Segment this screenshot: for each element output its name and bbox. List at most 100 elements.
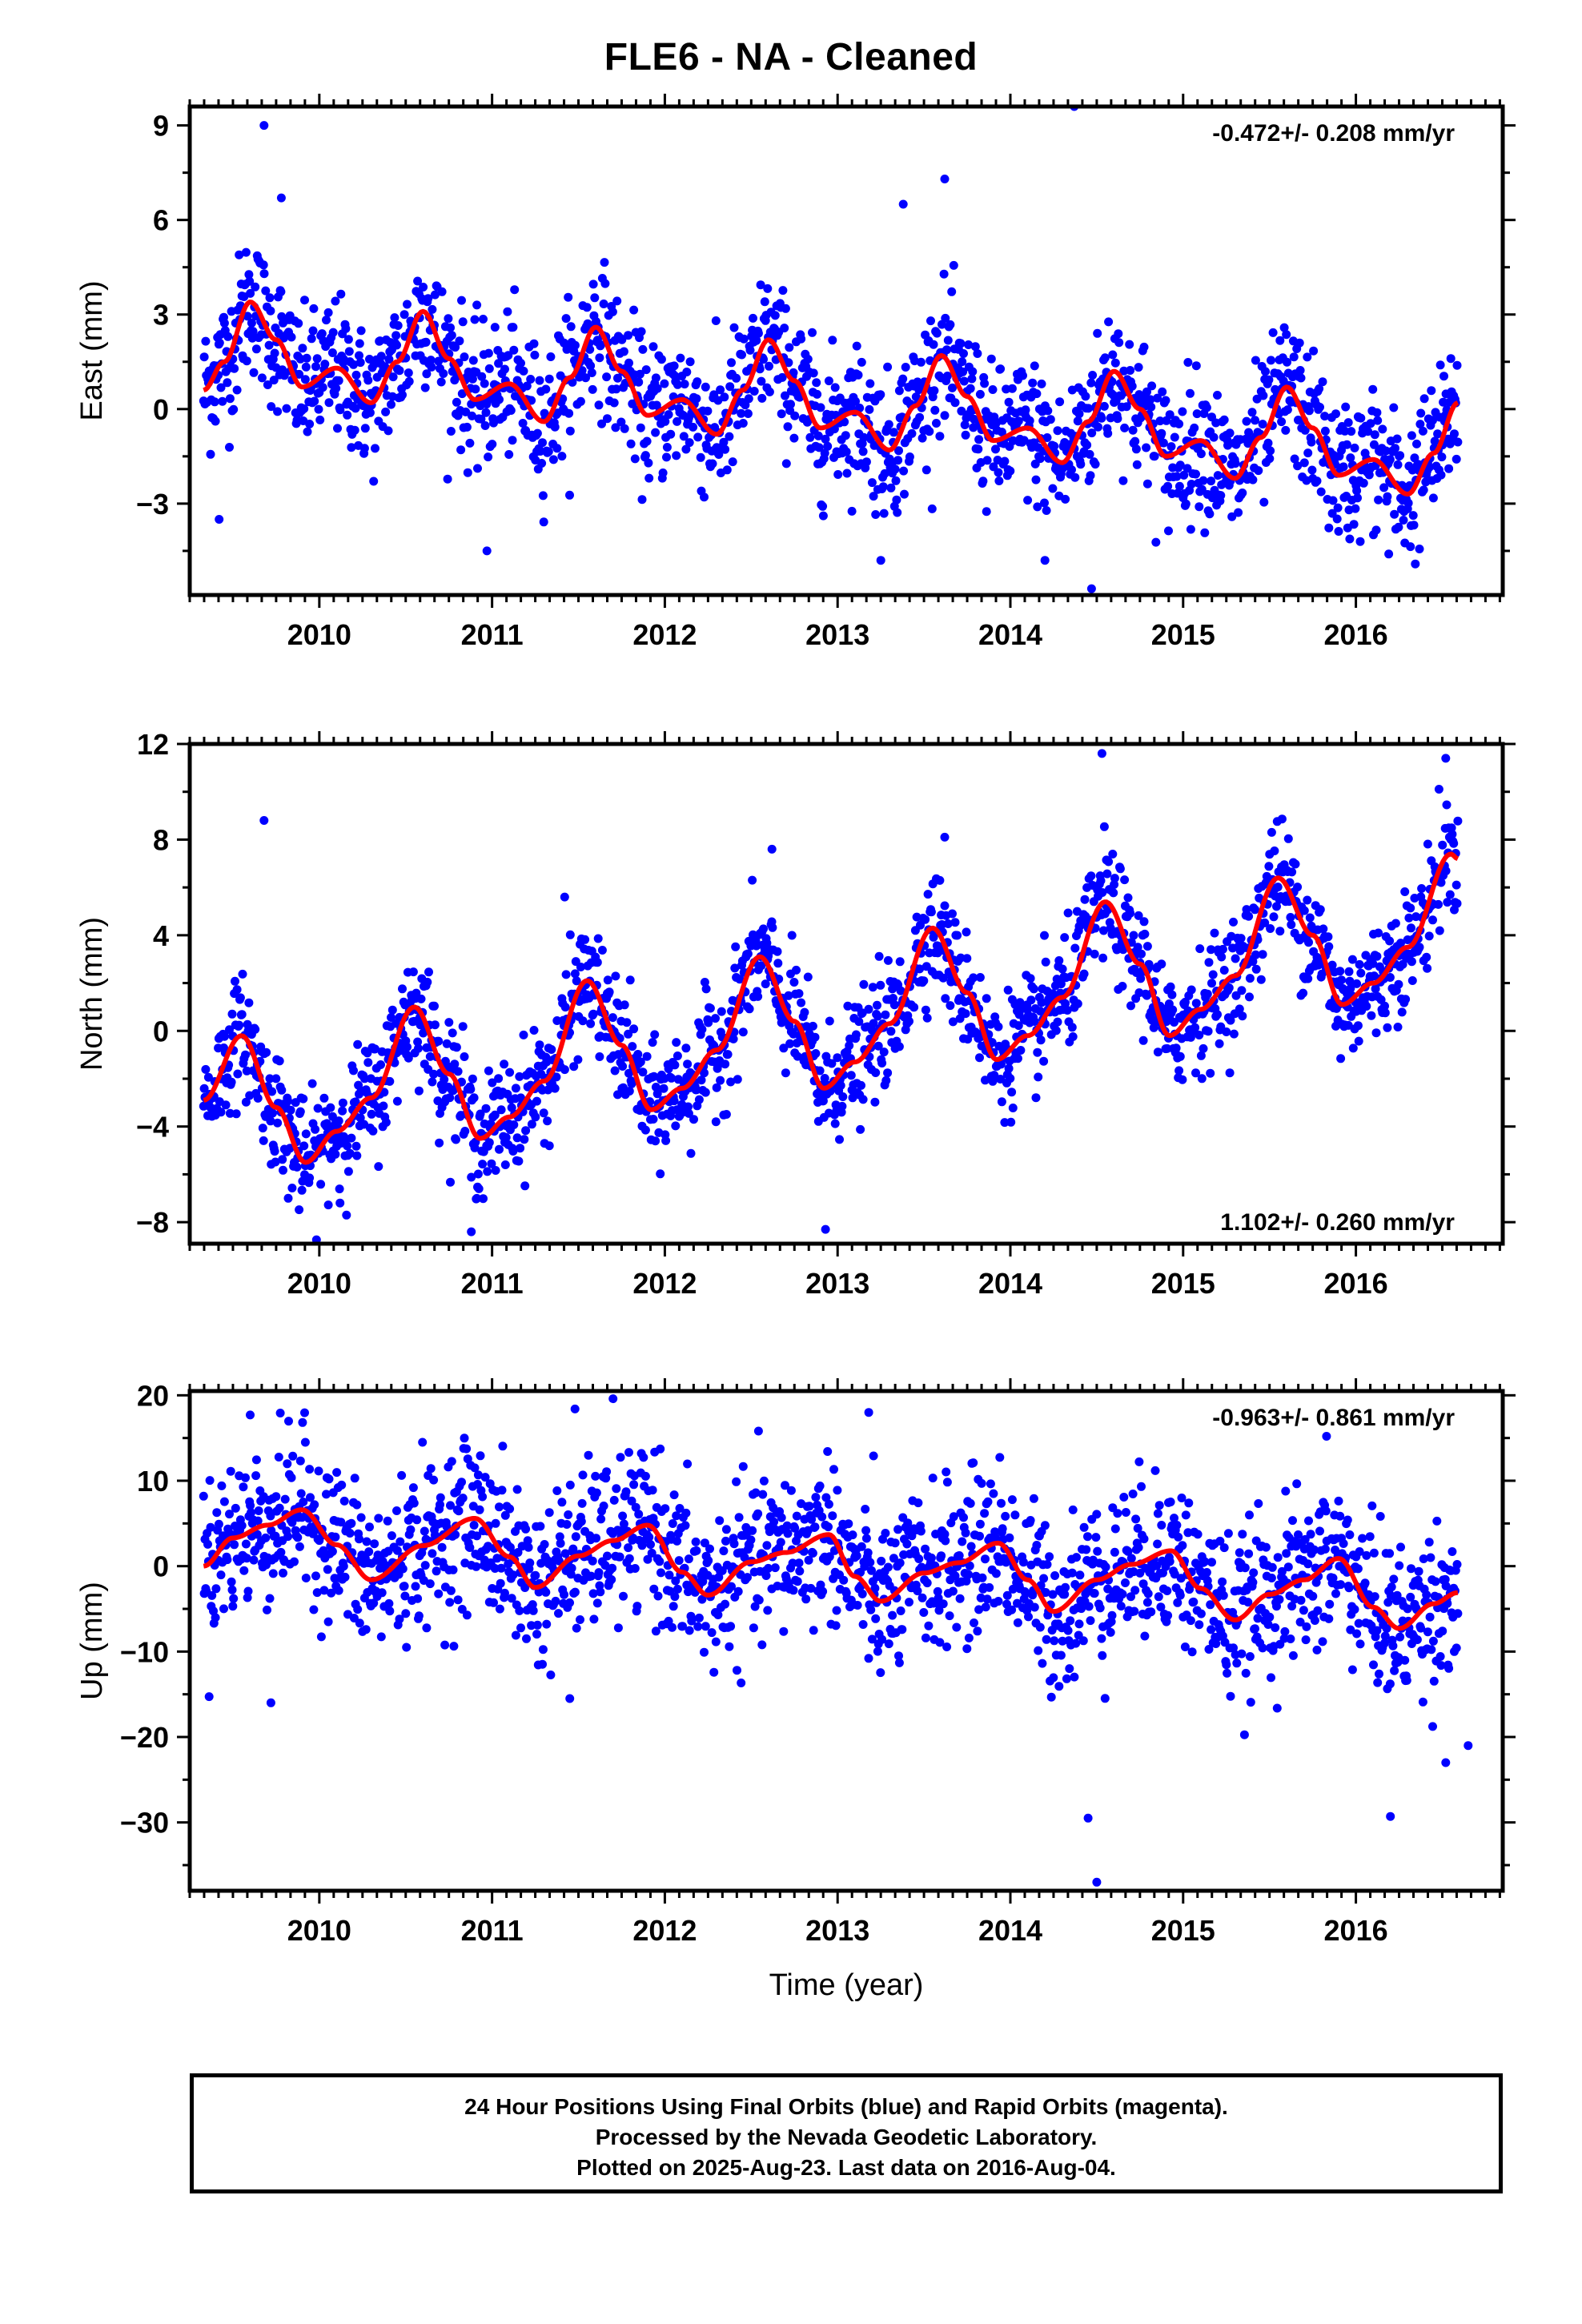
east-point xyxy=(308,326,318,336)
north-point xyxy=(938,973,948,983)
north-point xyxy=(1235,1004,1244,1014)
up-point xyxy=(462,1444,472,1454)
north-point xyxy=(948,909,957,919)
north-point xyxy=(1006,1117,1016,1127)
north-point xyxy=(1371,1028,1381,1038)
north-point xyxy=(1144,959,1154,969)
north-point xyxy=(1231,991,1241,1000)
north-point xyxy=(1237,986,1247,995)
east-point xyxy=(472,300,482,310)
up-point xyxy=(352,1500,362,1510)
east-point xyxy=(314,404,323,414)
north-point xyxy=(1016,1046,1026,1055)
up-point xyxy=(447,1457,456,1466)
up-point xyxy=(309,1605,319,1614)
up-point xyxy=(316,1632,326,1642)
north-point xyxy=(1443,898,1452,907)
east-point xyxy=(932,419,941,428)
east-point xyxy=(1196,449,1206,459)
up-point xyxy=(818,1586,828,1596)
up-point xyxy=(512,1485,522,1494)
north-fit-line xyxy=(203,851,1460,1165)
east-point xyxy=(1318,377,1327,387)
up-point xyxy=(206,1522,215,1532)
up-point xyxy=(776,1538,785,1547)
up-point xyxy=(254,1506,263,1515)
east-point xyxy=(935,432,945,441)
up-point xyxy=(763,1606,773,1615)
up-point xyxy=(274,1453,283,1462)
east-point xyxy=(294,319,303,328)
north-point xyxy=(1417,884,1427,893)
east-points xyxy=(199,107,1463,593)
north-point xyxy=(1056,979,1066,989)
east-point xyxy=(765,387,774,396)
east-point xyxy=(365,408,375,417)
east-point xyxy=(261,286,271,296)
east-point xyxy=(1023,496,1033,505)
up-point xyxy=(334,1586,343,1595)
east-point xyxy=(455,336,464,346)
up-point xyxy=(280,1494,290,1504)
up-point xyxy=(498,1441,508,1451)
east-point xyxy=(917,433,927,443)
east-point xyxy=(257,373,267,383)
east-point xyxy=(729,323,739,332)
up-point xyxy=(647,1548,656,1558)
north-point xyxy=(1104,857,1114,866)
up-point xyxy=(314,1466,323,1476)
north-point xyxy=(618,1062,628,1071)
east-point xyxy=(949,260,958,270)
east-point xyxy=(1153,393,1162,403)
east-point xyxy=(310,396,319,406)
east-point xyxy=(651,373,661,383)
north-point xyxy=(1362,1002,1371,1011)
up-point xyxy=(839,1575,849,1585)
up-point xyxy=(804,1555,813,1565)
north-point xyxy=(1102,869,1112,879)
up-point xyxy=(500,1510,510,1520)
east-point xyxy=(869,492,878,501)
east-point xyxy=(1200,528,1210,537)
east-point xyxy=(884,420,893,429)
east-point xyxy=(1381,446,1391,456)
east-point xyxy=(1030,361,1039,371)
east-point xyxy=(1238,489,1247,497)
east-point xyxy=(508,436,517,445)
east-point xyxy=(907,428,917,438)
north-point xyxy=(433,1096,443,1106)
north-point xyxy=(1014,1021,1023,1031)
east-point xyxy=(968,367,978,376)
north-point xyxy=(488,1078,497,1088)
up-point xyxy=(825,1552,834,1562)
north-point xyxy=(299,1094,308,1104)
north-point xyxy=(467,1172,476,1182)
east-fit-line xyxy=(203,300,1460,497)
north-point xyxy=(1453,816,1463,826)
east-point xyxy=(753,328,763,338)
up-point xyxy=(560,1590,568,1599)
north-point xyxy=(1126,1001,1135,1011)
north-point xyxy=(1133,943,1142,952)
north-point xyxy=(379,1101,388,1111)
north-point xyxy=(1229,917,1238,927)
up-point xyxy=(721,1599,730,1609)
north-point xyxy=(1098,888,1107,897)
east-point xyxy=(1363,427,1373,436)
east-point xyxy=(595,353,604,363)
east-point xyxy=(662,443,672,452)
up-point xyxy=(554,1609,563,1618)
east-point xyxy=(384,355,394,364)
north-point xyxy=(231,976,239,986)
up-point xyxy=(332,1468,342,1478)
east-point xyxy=(550,422,560,432)
east-point xyxy=(1216,491,1226,501)
north-point xyxy=(948,1017,958,1027)
east-point xyxy=(1268,328,1278,337)
north-point xyxy=(689,1115,698,1124)
north-point xyxy=(620,1000,629,1010)
north-point xyxy=(262,1047,271,1057)
north-point xyxy=(331,1149,340,1159)
up-point xyxy=(246,1501,255,1510)
east-point xyxy=(974,444,983,454)
